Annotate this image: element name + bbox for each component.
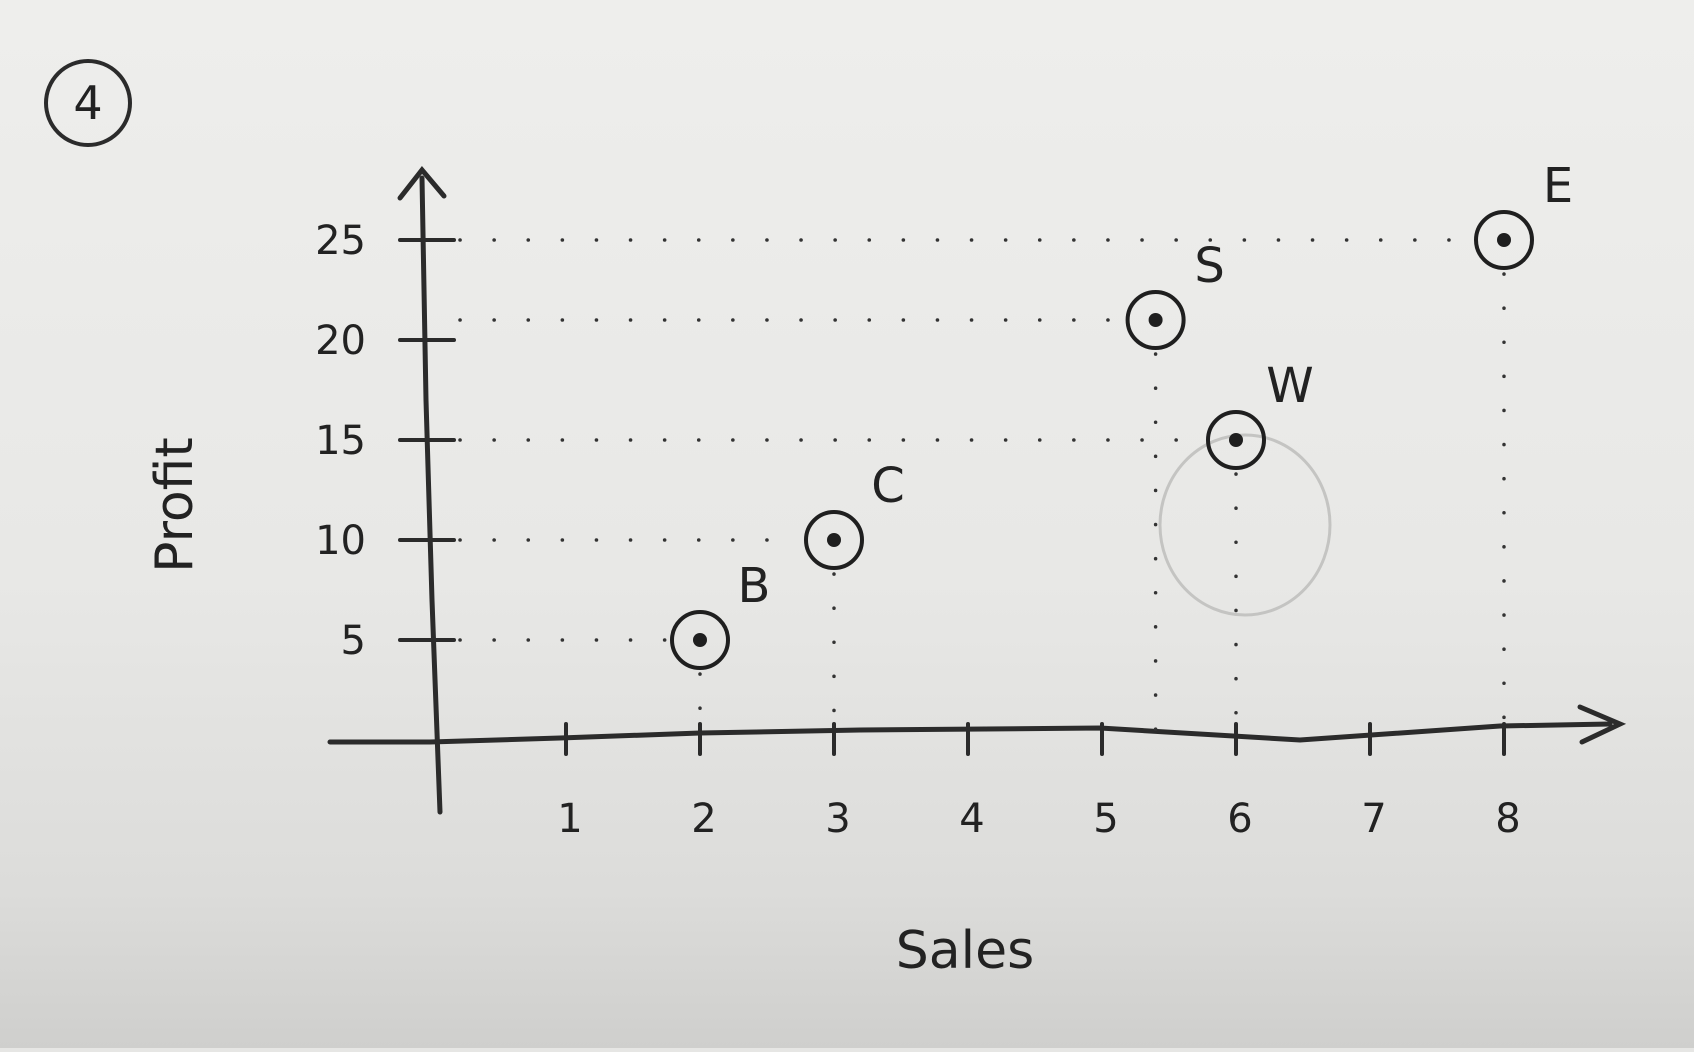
x-tick-label: 6 <box>1227 796 1252 842</box>
point-marker-ring <box>1206 410 1266 470</box>
point-marker-ring <box>1125 290 1186 350</box>
point-marker-ring <box>804 510 864 570</box>
x-tick-label: 8 <box>1495 796 1520 842</box>
point-label: C <box>871 458 905 514</box>
x-tick-label: 4 <box>959 796 984 842</box>
point-label: B <box>738 558 771 614</box>
y-tick-label: 5 <box>341 618 366 664</box>
y-tick-label: 15 <box>315 418 366 464</box>
problem-number-circle <box>44 59 132 147</box>
y-axis <box>419 175 443 815</box>
point-label: E <box>1543 158 1573 214</box>
point-marker <box>827 533 841 547</box>
x-axis <box>327 721 1613 745</box>
guide-lines <box>458 238 1506 734</box>
data-points: B C W S E <box>670 158 1573 670</box>
point-marker-ring <box>1474 210 1534 270</box>
ghost-mark <box>1158 433 1332 617</box>
point-label: S <box>1194 238 1224 294</box>
x-tick-label: 1 <box>557 796 582 842</box>
problem-number-badge: 4 <box>44 59 132 147</box>
y-axis-arrow <box>397 166 447 201</box>
x-axis-arrow <box>1577 704 1627 745</box>
y-ticks: 5 10 15 20 25 <box>315 218 456 664</box>
y-tick-label: 20 <box>315 318 366 364</box>
x-ticks: 1 2 3 4 5 6 7 8 <box>557 722 1521 842</box>
y-axis-title: Profit <box>145 437 205 573</box>
x-tick-label: 7 <box>1361 796 1386 842</box>
x-axis-title: Sales <box>896 921 1034 981</box>
x-tick-label: 3 <box>825 796 850 842</box>
point-marker <box>1229 433 1243 447</box>
point-marker <box>1148 313 1163 327</box>
point-label: W <box>1266 358 1313 414</box>
x-tick-label: 2 <box>691 796 716 842</box>
y-tick-label: 10 <box>315 518 366 564</box>
point-marker <box>693 633 707 647</box>
point-marker-ring <box>670 610 730 670</box>
x-tick-label: 5 <box>1093 796 1118 842</box>
y-tick-label: 25 <box>315 218 366 264</box>
problem-number: 4 <box>73 76 102 130</box>
point-marker <box>1497 233 1511 247</box>
